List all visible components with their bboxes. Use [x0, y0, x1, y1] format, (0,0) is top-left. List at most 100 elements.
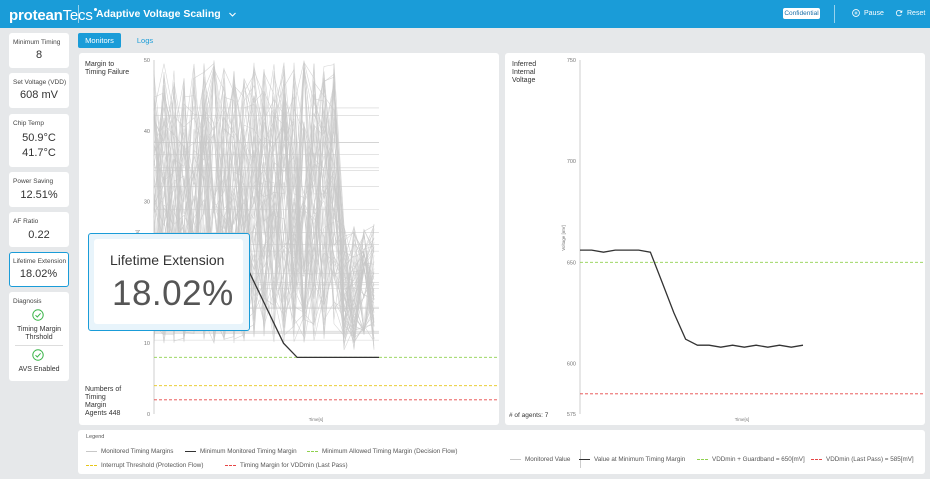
chart-title-line: Voltage	[512, 77, 536, 84]
logo-bold: protean	[9, 7, 63, 24]
diagnosis-card: Diagnosis Timing Margin Thrshold AVS Ena…	[9, 292, 69, 381]
monitored-margin-trace	[153, 61, 375, 338]
x-axis-label: Time[s]	[309, 417, 324, 422]
metric-value: 18.02%	[19, 268, 58, 280]
metric-label: Minimum Timing	[13, 39, 61, 46]
legend-label: Monitored Timing Margins	[101, 448, 174, 455]
y-tick-label: 575	[567, 412, 576, 418]
legend-swatch	[307, 451, 318, 452]
chart-title: Margin to Timing Failure	[85, 61, 129, 77]
pause-icon	[852, 9, 860, 17]
legend-panel: Legend Monitored Timing Margins Minimum M…	[78, 430, 925, 474]
tab-logs[interactable]: Logs	[136, 36, 154, 45]
divider	[834, 5, 835, 23]
agents-line: Margin	[85, 402, 107, 409]
metric-card-minimum-timing: Minimum Timing 8	[9, 33, 69, 68]
popup-title: Lifetime Extension	[110, 252, 225, 268]
legend-swatch	[185, 451, 196, 452]
legend-label: Minimum Monitored Timing Margin	[200, 448, 297, 455]
y-tick-label: 0	[147, 412, 150, 418]
divider	[15, 345, 63, 346]
y-axis-label: Voltage [mV]	[561, 225, 566, 251]
y-tick-label: 40	[144, 129, 150, 135]
legend-swatch	[811, 459, 822, 460]
monitored-margin-trace	[153, 64, 375, 344]
metric-label: Set Voltage (VDD)	[13, 79, 67, 86]
legend-label: VDDmin (Last Pass) = 585[mV]	[826, 456, 914, 463]
monitored-margin-trace	[153, 76, 375, 339]
diagnosis-label: Diagnosis	[13, 298, 42, 305]
legend-label: Monitored Value	[525, 456, 571, 463]
agents-line: Timing	[85, 394, 106, 401]
divider	[78, 5, 79, 23]
legend-item: VDDmin + Guardband = 650[mV]	[697, 456, 805, 463]
logo: proteanTecs	[9, 7, 97, 24]
agents-count-label: # of agents: 7	[509, 412, 549, 419]
metric-card-set-voltage: Set Voltage (VDD) 608 mV	[9, 73, 69, 108]
confidential-badge: Confidential	[783, 8, 820, 19]
metric-value: 0.22	[28, 229, 50, 241]
pause-button[interactable]: Pause	[852, 9, 884, 17]
metric-value: 50.9°C	[22, 132, 56, 144]
reset-label: Reset	[907, 9, 926, 17]
legend-label: Minimum Allowed Timing Margin (Decision …	[322, 448, 458, 455]
metric-label: Lifetime Extension	[13, 258, 67, 265]
y-tick-label: 650	[567, 260, 576, 266]
minimum-margin-series	[228, 243, 379, 359]
legend-label: Interrupt Threshold (Protection Flow)	[101, 462, 204, 469]
legend-item: Monitored Value	[510, 456, 570, 463]
chevron-down-icon	[228, 8, 236, 20]
legend-label: VDDmin + Guardband = 650[mV]	[712, 456, 805, 463]
y-tick-label: 10	[144, 341, 150, 347]
diagnosis-avs-enabled: AVS Enabled	[18, 366, 60, 373]
pause-label: Pause	[864, 9, 884, 17]
top-bar: proteanTecs Adaptive Voltage Scaling Con…	[0, 0, 930, 28]
metric-card-af-ratio: AF Ratio 0.22	[9, 212, 69, 247]
legend-item: Timing Margin for VDDmin (Last Pass)	[225, 462, 348, 469]
legend-swatch	[579, 459, 590, 460]
metric-card-power-saving: Power Saving 12.51%	[9, 172, 69, 207]
chart-title-line: Inferred	[512, 61, 537, 68]
voltage-chart-panel: Inferred Internal Voltage # of agents: 7…	[505, 53, 925, 425]
monitored-margin-trace	[153, 77, 375, 345]
metric-value: 608 mV	[20, 89, 58, 101]
legend-swatch	[86, 451, 97, 452]
chart-title-line: Margin to	[85, 61, 115, 68]
check-circle-icon	[32, 309, 44, 321]
legend-swatch	[510, 459, 521, 460]
monitored-margin-trace	[153, 63, 375, 337]
y-tick-label: 750	[567, 58, 576, 64]
voltage-series	[580, 249, 804, 348]
legend-item: Value at Minimum Timing Margin	[579, 456, 685, 463]
agents-line: Agents 448	[85, 410, 121, 417]
monitored-margin-trace	[153, 62, 375, 351]
monitored-margin-trace	[153, 65, 375, 342]
agents-count-label: Numbers of Timing Margin Agents 448	[85, 386, 121, 418]
popup-card: Lifetime Extension 18.02%	[94, 239, 243, 324]
legend-label: Value at Minimum Timing Margin	[594, 456, 686, 463]
metric-card-lifetime-extension[interactable]: Lifetime Extension 18.02%	[9, 252, 69, 287]
metric-value: 12.51%	[20, 189, 58, 201]
monitored-margin-trace	[153, 85, 375, 330]
legend-item: Minimum Allowed Timing Margin (Decision …	[307, 448, 457, 455]
metric-value-secondary: 41.7°C	[22, 147, 56, 159]
legend-label: Timing Margin for VDDmin (Last Pass)	[240, 462, 348, 469]
popup-value: 18.02%	[112, 274, 234, 313]
refresh-icon	[895, 10, 903, 17]
y-tick-label: 700	[567, 159, 576, 165]
legend-title: Legend	[86, 434, 105, 440]
chart-title-line: Timing Failure	[85, 69, 130, 76]
reset-button[interactable]: Reset	[895, 9, 925, 17]
voltage-chart: 750 700 650 600 575 Voltage [mV] Time[s]	[561, 58, 925, 422]
app-title-dropdown[interactable]: Adaptive Voltage Scaling	[96, 8, 236, 20]
check-circle-icon	[32, 349, 44, 361]
metric-label: Chip Temp	[13, 120, 44, 127]
monitored-margin-trace	[153, 83, 375, 336]
y-tick-label: 30	[144, 200, 150, 206]
x-axis-label: Time[s]	[735, 417, 750, 422]
legend-item: Minimum Monitored Timing Margin	[185, 448, 297, 455]
app-title: Adaptive Voltage Scaling	[96, 8, 221, 20]
tab-monitors[interactable]: Monitors	[78, 33, 121, 48]
y-tick-label: 50	[144, 58, 150, 64]
chart-title: Inferred Internal Voltage	[512, 61, 536, 85]
